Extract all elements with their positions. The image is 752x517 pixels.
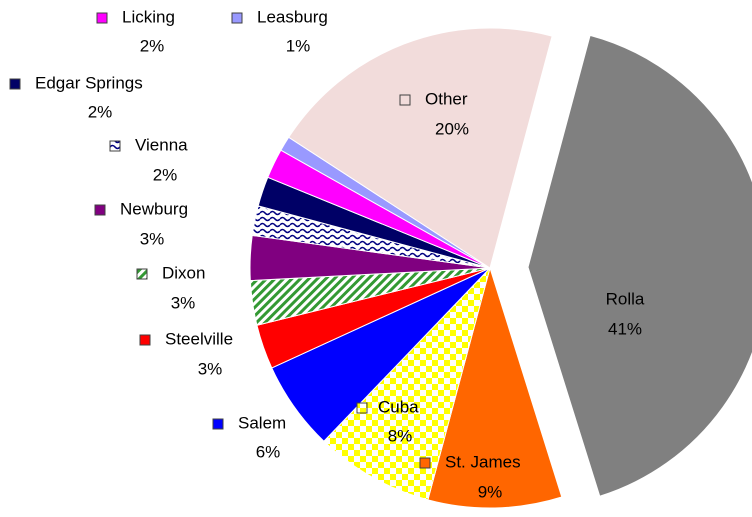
legend-marker <box>139 334 151 346</box>
pie-slice <box>288 27 553 269</box>
slice-value-label: 6% <box>256 442 281 461</box>
legend-marker <box>9 78 21 90</box>
slice-value-label: 3% <box>198 359 223 378</box>
legend-marker <box>96 12 108 24</box>
legend-marker <box>136 268 148 280</box>
slice-label: Cuba <box>378 397 419 416</box>
slice-label: Salem <box>238 413 286 432</box>
slice-value-label: 20% <box>435 119 469 138</box>
slice-label: Vienna <box>135 135 188 154</box>
slice-label: Newburg <box>120 199 188 218</box>
legend-marker <box>419 457 431 469</box>
slice-label: Rolla <box>606 289 645 308</box>
slice-label: Dixon <box>162 263 205 282</box>
slice-value-label: 41% <box>608 319 642 338</box>
slice-label: Licking <box>122 7 175 26</box>
slice-label: Leasburg <box>257 7 328 26</box>
slice-value-label: 2% <box>88 102 113 121</box>
slice-value-label: 3% <box>140 229 165 248</box>
legend-marker <box>109 140 121 152</box>
legend-marker <box>212 418 224 430</box>
slice-value-label: 2% <box>140 36 165 55</box>
legend-marker <box>399 94 411 106</box>
slice-value-label: 2% <box>153 165 178 184</box>
slice-value-label: 1% <box>286 36 311 55</box>
pie-slice <box>527 34 752 497</box>
slice-label: Steelville <box>165 329 233 348</box>
slice-label: Edgar Springs <box>35 73 143 92</box>
slice-value-label: 9% <box>478 482 503 501</box>
slice-label: Other <box>425 89 468 108</box>
pie-slice <box>323 267 491 501</box>
slice-value-label: 3% <box>171 293 196 312</box>
legend-marker <box>94 204 106 216</box>
slice-value-label: 8% <box>388 426 413 445</box>
slice-label: St. James <box>445 452 521 471</box>
legend-marker <box>231 12 243 24</box>
pie-slice <box>427 266 563 509</box>
legend-marker <box>356 402 368 414</box>
